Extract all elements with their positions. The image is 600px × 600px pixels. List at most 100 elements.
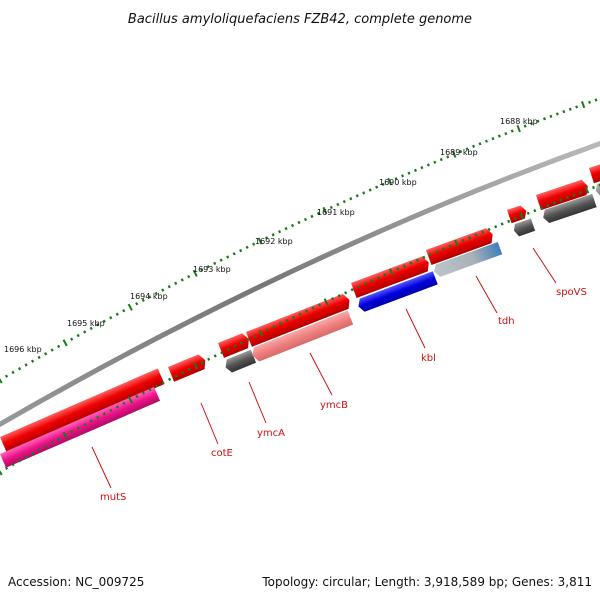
ruler-minor-tick [167, 377, 172, 381]
ruler-minor-tick [465, 147, 469, 151]
lower-ticks [0, 183, 600, 476]
ruler-minor-tick [109, 408, 113, 413]
ruler-major-tick [127, 396, 133, 404]
ruler-minor-tick [24, 455, 28, 459]
gene-label-cotE[interactable]: cotE [211, 448, 233, 459]
ruler-major-tick [0, 469, 3, 476]
ruler-minor-tick [154, 291, 158, 296]
ruler-major-tick [258, 329, 264, 337]
ruler-minor-tick [24, 363, 28, 367]
ruler-minor-tick [297, 220, 301, 225]
gene-feature[interactable] [589, 161, 600, 184]
ruler-minor-tick [89, 419, 93, 423]
ruler-minor-tick [422, 255, 426, 260]
ruler-major-tick [519, 212, 524, 220]
ruler-minor-tick [213, 354, 217, 358]
ruler-minor-tick [484, 139, 488, 143]
ruler-minor-tick [304, 309, 309, 313]
ruler-minor-tick [523, 124, 527, 128]
ruler-minor-tick [115, 405, 119, 409]
gene-feature[interactable] [541, 193, 597, 224]
ruler-minor-tick [420, 166, 424, 170]
ruler-minor-tick [344, 291, 348, 295]
ruler-minor-tick [226, 255, 230, 259]
ruler-minor-tick [318, 303, 322, 307]
ruler-minor-tick [291, 315, 296, 320]
ruler-minor-tick [76, 426, 80, 430]
ruler-minor-tick [245, 245, 249, 250]
ruler-minor-tick [376, 276, 380, 280]
ruler-minor-tick [478, 142, 482, 146]
gene-spoVS[interactable] [507, 204, 529, 224]
ruler-minor-tick [70, 337, 74, 341]
ruler-minor-tick [115, 312, 119, 316]
gene-tdh[interactable] [432, 242, 503, 278]
ruler-minor-tick [533, 209, 537, 213]
gene-label-mutS[interactable]: mutS [100, 492, 126, 503]
ruler-minor-tick [298, 312, 302, 316]
ruler-minor-tick [562, 110, 566, 114]
ruler-label-1692: 1692 kbp [255, 237, 293, 246]
ruler-major-tick [62, 339, 68, 347]
ruler-minor-tick [76, 333, 80, 338]
ruler-minor-tick [141, 391, 146, 395]
ruler-minor-tick [428, 252, 432, 257]
ruler-minor-tick [161, 288, 165, 292]
gene-label-kbl[interactable]: kbl [421, 353, 436, 364]
gene-feature[interactable] [246, 292, 352, 347]
gene-feature[interactable] [426, 227, 495, 266]
ruler-minor-tick [246, 337, 250, 342]
ruler-major-tick [127, 303, 133, 311]
gene-feature[interactable] [594, 181, 600, 197]
ruler-minor-tick [174, 281, 178, 285]
ruler-minor-tick [135, 302, 139, 306]
ruler-minor-tick [565, 196, 569, 200]
ruler-minor-tick [206, 265, 210, 269]
ruler-minor-tick [375, 185, 379, 189]
gene-label-tdh[interactable]: tdh [498, 316, 515, 327]
ruler-labels: 1688 kbp 1689 kbp 1690 kbp 1691 kbp 1692… [4, 117, 538, 354]
gene-label-ymcA[interactable]: ymcA [257, 428, 285, 439]
ruler-minor-tick [96, 323, 100, 327]
ruler-minor-tick [594, 98, 598, 102]
ruler-ticks [0, 98, 598, 384]
ruler-minor-tick [331, 297, 335, 301]
gene-ymcB[interactable] [250, 310, 354, 363]
ruler-major-tick [62, 431, 68, 439]
ruler-minor-tick [536, 119, 540, 123]
ruler-minor-tick [468, 236, 472, 240]
gene-feature[interactable] [512, 218, 536, 237]
gene-feature[interactable] [0, 368, 165, 453]
ruler-minor-tick [4, 374, 9, 378]
ruler-minor-tick [481, 230, 485, 234]
forward-strand [0, 161, 600, 453]
ruler-minor-tick [559, 198, 563, 202]
ruler-major-tick [0, 378, 3, 384]
ruler-minor-tick [122, 401, 126, 406]
ruler-minor-tick [37, 448, 41, 452]
ruler-major-tick [454, 239, 459, 247]
ruler-minor-tick [17, 459, 22, 463]
map-title: Bacillus amyloliquefaciens FZB42, comple… [128, 12, 472, 27]
gene-feature[interactable] [168, 353, 208, 382]
ruler-minor-tick [187, 274, 191, 279]
ruler-minor-tick [591, 185, 595, 190]
ruler-minor-tick [578, 190, 582, 195]
ruler-minor-tick [575, 105, 579, 109]
gene-mutS[interactable] [0, 387, 161, 468]
ruler-minor-tick [284, 226, 288, 231]
genome-summary: Topology: circular; Length: 3,918,589 bp… [261, 575, 592, 589]
gene-ymcA[interactable] [223, 349, 257, 374]
ruler-minor-tick [17, 366, 22, 371]
ruler-minor-tick [368, 188, 372, 192]
gene-label-spoVS[interactable]: spoVS [556, 287, 587, 298]
ruler-minor-tick [102, 412, 106, 416]
gene-label-ymcB[interactable]: ymcB [320, 400, 348, 411]
ruler-minor-tick [96, 415, 100, 420]
gene-kbl[interactable] [356, 271, 438, 313]
gene-feature[interactable] [351, 255, 432, 298]
gene-feature[interactable] [536, 179, 590, 211]
ruler-minor-tick [239, 341, 243, 345]
ruler-minor-tick [500, 222, 504, 226]
ruler-major-tick [581, 100, 586, 109]
